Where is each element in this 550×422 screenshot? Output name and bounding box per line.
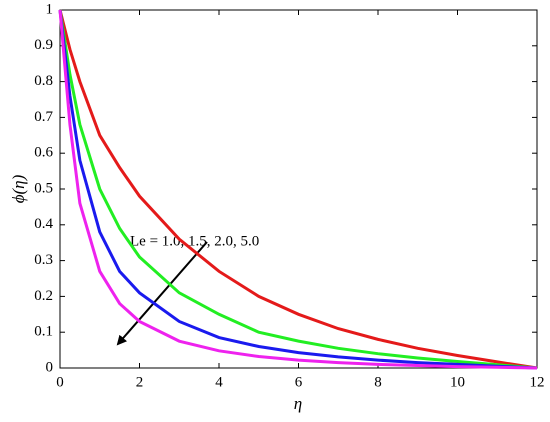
- x-tick-label: 12: [530, 374, 545, 390]
- y-axis-label: ϕ(η): [9, 174, 28, 203]
- x-tick-label: 10: [450, 374, 465, 390]
- y-tick-label: 1: [46, 1, 54, 17]
- y-tick-label: 0.4: [34, 216, 53, 232]
- line: [58, 9, 538, 370]
- x-tick-label: 4: [215, 374, 223, 390]
- arrow: [116, 241, 208, 346]
- line: [58, 9, 538, 370]
- y-tick-label: 0.9: [34, 37, 53, 53]
- y-tick-label: 0: [46, 359, 54, 375]
- y-tick-label: 0.3: [34, 252, 53, 268]
- x-tick-label: 0: [56, 374, 64, 390]
- y-tick-label: 0.5: [34, 180, 53, 196]
- y-tick-label: 0.8: [34, 73, 53, 89]
- y-tick-label: 0.7: [34, 109, 53, 125]
- y-tick-label: 0.1: [34, 324, 53, 340]
- x-axis-label: η: [294, 394, 302, 413]
- annotation: Le = 1.0, 1.5, 2.0, 5.0: [130, 233, 259, 249]
- x-tick-label: 8: [374, 374, 382, 390]
- line: [58, 9, 538, 370]
- y-tick-label: 0.6: [34, 145, 53, 161]
- x-tick-label: 6: [295, 374, 303, 390]
- y-tick-label: 0.2: [34, 288, 53, 304]
- line: [58, 9, 538, 370]
- x-tick-label: 2: [136, 374, 144, 390]
